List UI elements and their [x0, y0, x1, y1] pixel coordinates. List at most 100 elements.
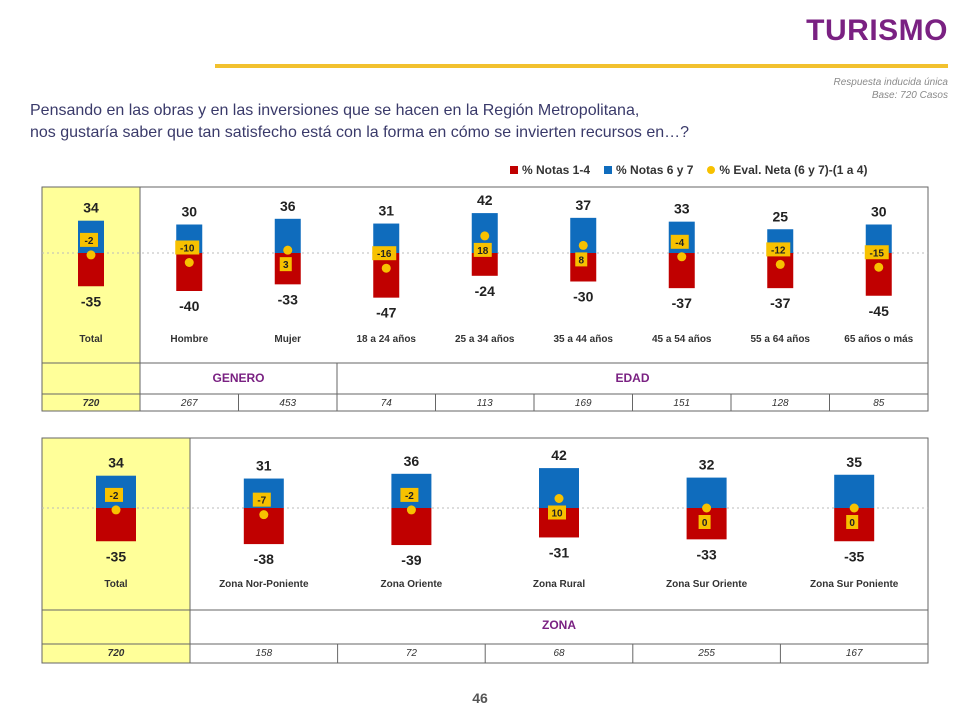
c2-net-label: 10	[551, 509, 563, 520]
question-line-2: nos gustaría saber que tan satisfecho es…	[30, 124, 690, 141]
yellow-dot-icon	[707, 166, 716, 174]
c2-label-blue: 36	[404, 453, 420, 469]
c1-label-blue: 31	[378, 203, 394, 219]
c2-net-label-box	[698, 515, 711, 529]
c2-category-label: Zona Oriente	[381, 579, 443, 590]
c1-category-label: 45 a 54 años	[652, 334, 712, 345]
c2-label-blue: 31	[256, 458, 272, 474]
c1-base-value: 113	[477, 398, 493, 409]
c2-net-dot	[111, 505, 121, 515]
c1-net-dot	[874, 262, 884, 272]
c1-bar-red	[471, 253, 498, 276]
c1-net-dot	[184, 258, 194, 267]
c1-label-blue: 34	[83, 200, 99, 216]
c1-base-value: 85	[873, 398, 885, 409]
page-title: TURISMO	[806, 14, 948, 47]
c1-label-red: -47	[376, 305, 396, 321]
c2-label-blue: 32	[699, 457, 715, 473]
c2-net-dot	[554, 494, 564, 503]
question-line-1: Pensando en las obras y en las inversion…	[30, 102, 640, 119]
c1-net-label: -16	[377, 249, 392, 260]
c1-label-red: -33	[278, 291, 298, 307]
c1-category-label: Hombre	[170, 334, 208, 345]
c1-bar-blue	[865, 224, 892, 253]
c2-base-value: 158	[255, 648, 272, 659]
c1-bar-blue	[373, 223, 400, 253]
title-underline	[215, 64, 948, 68]
c1-net-dot	[578, 240, 588, 250]
c2-label-red: -35	[106, 548, 126, 564]
c2-bar-red	[539, 508, 579, 538]
c1-net-label-box	[864, 245, 889, 260]
c2-net-label: -2	[405, 491, 414, 502]
c1-label-blue: 36	[280, 198, 296, 214]
red-square-icon	[510, 166, 518, 174]
c1-base-value: 74	[381, 398, 393, 409]
c1-category-label: 55 a 64 años	[751, 334, 811, 345]
c2-bar-blue	[686, 477, 727, 508]
c2-base-value: 255	[697, 648, 715, 659]
c1-bar-red	[570, 253, 597, 282]
c1-base-value: 128	[772, 398, 789, 409]
c2-frame	[41, 437, 929, 664]
c1-net-label-box	[575, 252, 588, 267]
c1-bar-blue	[767, 229, 794, 253]
c2-category-label: Zona Sur Oriente	[666, 579, 748, 590]
c1-net-label-box	[175, 240, 200, 255]
c1-category-label: Mujer	[274, 334, 301, 345]
c1-label-red: -37	[672, 295, 692, 311]
c1-net-label: 8	[578, 255, 584, 266]
legend-item-red: % Notas 1-4	[510, 163, 590, 177]
c1-net-label: 3	[283, 260, 289, 271]
c1-label-blue: 25	[772, 208, 788, 224]
c2-net-label: 0	[702, 518, 708, 529]
c1-base-value: 169	[575, 398, 592, 409]
c1-bar-red	[176, 253, 203, 291]
c2-base-value: 72	[406, 648, 418, 659]
base-info: Respuesta inducida única Base: 720 Casos	[833, 76, 948, 102]
c1-net-label: -12	[771, 245, 786, 256]
c2-bar-red	[834, 508, 875, 542]
c2-bar-red	[243, 508, 284, 545]
c1-total-highlight	[42, 187, 140, 411]
legend-label-blue: % Notas 6 y 7	[616, 163, 694, 177]
blue-square-icon	[604, 166, 613, 174]
c1-label-red: -30	[573, 289, 593, 305]
c2-group-label: ZONA	[542, 618, 576, 632]
c1-bar-blue	[78, 220, 104, 253]
c1-bar-red	[373, 253, 400, 298]
c1-label-blue: 37	[575, 197, 591, 213]
c2-net-dot	[406, 505, 416, 515]
c1-net-label-box	[473, 242, 492, 257]
c1-bar-blue	[471, 213, 498, 253]
c2-label-blue: 42	[551, 447, 567, 463]
c1-net-label: -2	[85, 236, 94, 247]
c1-net-dot	[677, 252, 687, 262]
c2-bar-blue	[539, 468, 579, 508]
c2-net-label: -2	[110, 491, 119, 502]
c1-net-label-box	[372, 246, 397, 261]
c1-category-label: 35 a 44 años	[554, 334, 614, 345]
response-type: Respuesta inducida única	[833, 77, 948, 88]
c1-net-dot	[283, 245, 293, 255]
survey-question: Pensando en las obras y en las inversion…	[30, 100, 790, 144]
c1-net-label: 18	[477, 246, 489, 257]
c1-bar-red	[274, 253, 301, 285]
c2-label-blue: 34	[108, 455, 124, 471]
c2-total-highlight	[42, 438, 190, 663]
c1-net-label: -4	[675, 238, 684, 249]
c1-bar-blue	[176, 224, 203, 253]
c1-bar-red	[767, 253, 794, 289]
c1-net-label-box	[766, 242, 791, 257]
c1-net-label: -15	[870, 248, 885, 259]
c2-label-red: -38	[254, 551, 274, 567]
c2-base-value: 720	[108, 648, 125, 659]
c2-net-label-box	[400, 487, 419, 502]
c1-net-dot	[480, 231, 490, 241]
c2-net-dot	[849, 503, 859, 513]
c1-label-red: -45	[869, 303, 889, 319]
c1-base-value: 267	[180, 398, 198, 409]
c1-base-value: 151	[673, 398, 690, 409]
legend-label-red: % Notas 1-4	[522, 163, 591, 177]
c2-label-blue: 35	[846, 454, 862, 470]
